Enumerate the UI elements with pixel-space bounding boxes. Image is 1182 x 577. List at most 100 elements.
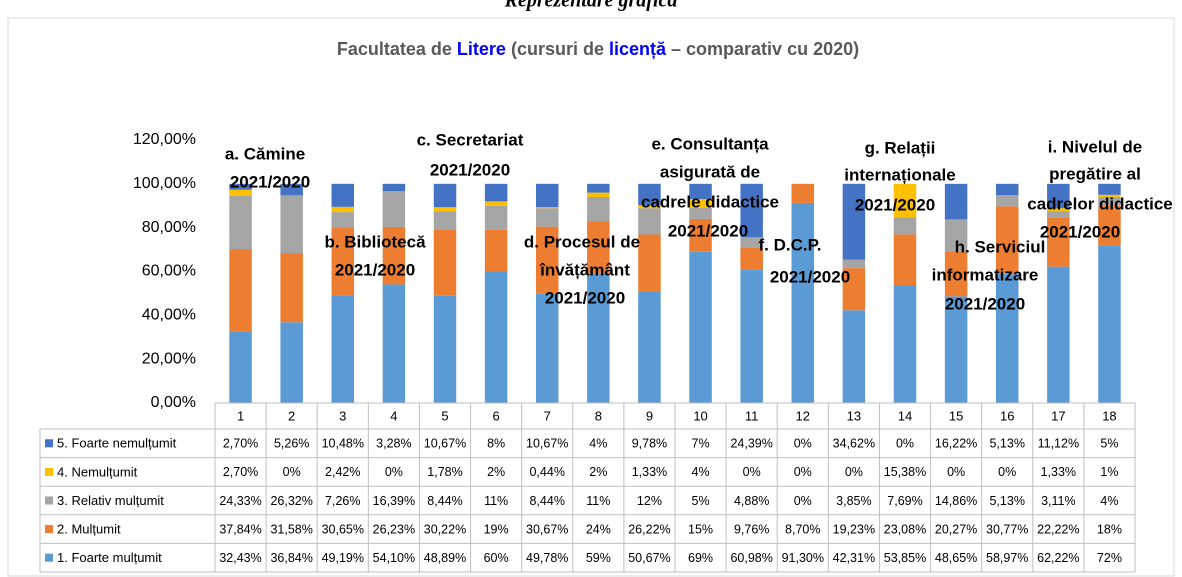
table-cell: 0%: [794, 465, 812, 479]
bar-segment: [638, 291, 661, 403]
table-cell: 9,76%: [734, 522, 769, 536]
title-part: Litere: [457, 39, 506, 59]
table-cell: 0%: [896, 437, 914, 451]
bar-segment: [689, 183, 712, 200]
annotation-period: 2021/2020: [230, 172, 310, 191]
table-cell: 11,12%: [1038, 437, 1079, 451]
bar-segment: [740, 247, 763, 270]
table-cell: 62,22%: [1037, 551, 1079, 565]
annotation-line: i. Nivelul de: [1048, 137, 1142, 156]
bar-segment: [280, 183, 303, 196]
bar-segment: [331, 206, 355, 213]
bar-segment: [638, 183, 661, 206]
table-cell: 0%: [794, 437, 812, 451]
bar-segment: [382, 183, 406, 192]
bar-segment: [331, 295, 355, 403]
table-cell: 0%: [998, 465, 1016, 479]
table-cell: 54,10%: [373, 551, 415, 565]
table-cell: 3,11%: [1041, 494, 1076, 508]
bar-segment: [842, 310, 866, 403]
bar-segment: [944, 183, 968, 220]
x-tick-label: 14: [898, 408, 912, 423]
bar-segment: [484, 205, 508, 230]
bar-segment: [229, 183, 252, 190]
annotation-period: 2021/2020: [945, 294, 1025, 313]
table-cell: 11%: [484, 494, 508, 508]
table-cell: 60%: [484, 551, 509, 565]
bar-segment: [484, 271, 508, 403]
y-tick-label: 120,00%: [133, 131, 196, 148]
table-cell: 2%: [487, 465, 505, 479]
table-cell: 60,98%: [730, 551, 772, 565]
annotation-line: e. Consultanța: [651, 134, 769, 153]
y-tick-label: 100,00%: [133, 175, 196, 192]
table-cell: 0%: [743, 465, 761, 479]
table-cell: 7%: [692, 437, 710, 451]
table-cell: 5,13%: [989, 437, 1024, 451]
bar-segment: [484, 183, 508, 202]
x-tick-label: 13: [847, 408, 861, 423]
x-tick-label: 6: [492, 408, 499, 423]
x-tick-label: 9: [646, 408, 653, 423]
table-cell: 0%: [385, 465, 403, 479]
table-cell: 4%: [1100, 494, 1118, 508]
annotation-line: b. Bibliotecă: [324, 232, 426, 251]
table-cell: 58,97%: [986, 551, 1028, 565]
table-cell: 16,39%: [373, 494, 415, 508]
bar-segment: [842, 259, 866, 269]
annotation-period: 2021/2020: [335, 260, 415, 279]
table-cell: 5%: [1100, 437, 1118, 451]
annotation-period: 2021/2020: [430, 160, 510, 179]
annotation-period: 2021/2020: [1040, 222, 1120, 241]
table-cell: 1%: [1100, 465, 1118, 479]
table-cell: 15%: [688, 522, 713, 536]
table-cell: 5,26%: [274, 437, 309, 451]
bar-segment: [433, 207, 457, 212]
bar-segment: [740, 237, 763, 248]
table-cell: 11%: [586, 494, 610, 508]
bar-segment: [995, 273, 1019, 403]
y-tick-label: 80,00%: [142, 219, 196, 236]
bar-segment: [382, 191, 406, 227]
table-cell: 42,31%: [833, 551, 875, 565]
bar-segment: [740, 183, 763, 238]
legend-swatch: [45, 553, 53, 562]
table-cell: 24,39%: [730, 437, 772, 451]
table-cell: 26,32%: [270, 494, 312, 508]
table-cell: 26,22%: [628, 522, 670, 536]
bar-segment: [995, 195, 1019, 207]
bar-segment: [1047, 266, 1070, 403]
bar-segment: [791, 202, 815, 403]
bar-segment: [587, 183, 610, 193]
legend-label: 2. Mulțumit: [57, 522, 121, 537]
annotation-line: pregătire al: [1049, 164, 1141, 183]
table-cell: 34,62%: [833, 437, 875, 451]
bar-segment: [280, 253, 303, 323]
bar-segment: [689, 199, 712, 208]
legend-swatch: [45, 439, 53, 448]
annotation-line: d. Procesul de: [524, 232, 640, 251]
table-cell: 1,33%: [632, 465, 667, 479]
bar-segment: [638, 234, 661, 292]
annotation-line: cadrelor didactice: [1027, 194, 1173, 213]
bar-segment: [893, 284, 917, 403]
bar-segment: [791, 183, 815, 203]
bar-segment: [842, 183, 866, 260]
table-cell: 31,58%: [270, 522, 312, 536]
table-cell: 0%: [794, 494, 812, 508]
table-cell: 12%: [637, 494, 662, 508]
annotation-period: 2021/2020: [855, 195, 935, 214]
table-cell: 91,30%: [782, 551, 824, 565]
table-cell: 53,85%: [884, 551, 926, 565]
bar-segment: [689, 218, 712, 252]
bar-segment: [1047, 208, 1070, 212]
bar-segment: [587, 273, 610, 403]
bar-segment: [944, 251, 968, 297]
page-heading: Reprezentare grafică: [504, 0, 678, 12]
bar-segment: [331, 212, 355, 229]
y-tick-label: 60,00%: [142, 263, 196, 280]
bar-segment: [535, 293, 559, 403]
table-cell: 69%: [688, 551, 713, 565]
annotation-line: asigurată de: [660, 162, 760, 181]
bar-segment: [740, 269, 763, 403]
